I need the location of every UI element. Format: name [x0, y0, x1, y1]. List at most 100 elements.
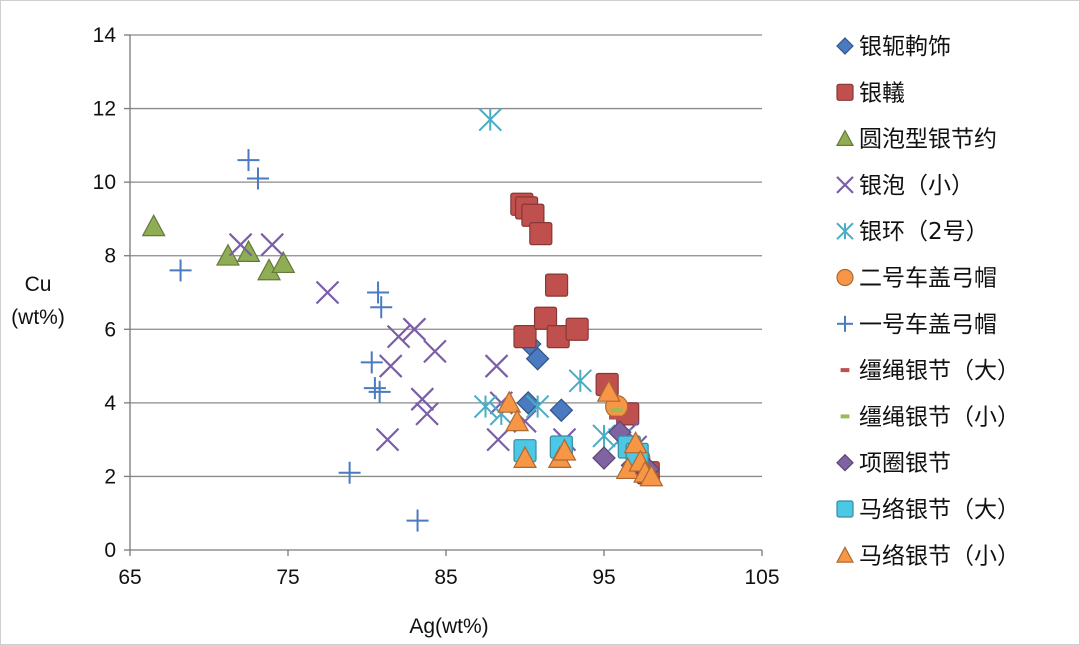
series-6: [169, 149, 429, 532]
y-tick-label: 0: [104, 539, 116, 562]
y-tick-label: 4: [104, 392, 116, 415]
data-point: [246, 167, 269, 190]
data-point: [533, 306, 558, 330]
data-point: [386, 324, 411, 349]
data-point: [367, 281, 390, 304]
data-point: [639, 464, 664, 487]
data-point: [525, 346, 550, 371]
y-axis-title-line-1: Cu: [25, 273, 52, 296]
data-point: [237, 149, 260, 172]
legend-label: 银泡（小）: [859, 173, 974, 199]
data-point: [406, 509, 429, 532]
legend-marker-icon: [835, 129, 855, 146]
data-point: [370, 296, 393, 319]
data-point: [402, 317, 427, 342]
data-point: [592, 446, 616, 470]
data-point: [368, 380, 391, 403]
data-point: [513, 325, 537, 349]
data-point: [552, 438, 577, 461]
y-tick-label: 8: [104, 245, 116, 268]
data-point: [484, 354, 509, 378]
data-point: [529, 222, 553, 246]
x-axis-title: Ag(wt%): [409, 615, 488, 638]
legend-label: 缰绳银节（小）: [859, 404, 1020, 430]
legend-marker-icon: [836, 453, 854, 472]
legend-label: 圆泡型银节约: [859, 127, 997, 153]
axes: [124, 34, 763, 556]
legend-item: 银环（2号）: [836, 219, 989, 245]
series-11: [497, 379, 664, 487]
legend-marker-icon: [836, 83, 854, 101]
data-point: [505, 408, 530, 432]
data-point: [260, 232, 284, 257]
data-point: [215, 243, 240, 266]
legend-item: 马络银节（小）: [835, 543, 1020, 569]
y-tick-label: 6: [104, 318, 116, 341]
data-point: [363, 377, 386, 400]
data-point: [169, 259, 192, 282]
legend-item: 圆泡型银节约: [835, 127, 997, 153]
legend-label: 银环（2号）: [859, 219, 989, 245]
data-point: [486, 427, 510, 452]
y-tick-label: 10: [93, 171, 116, 194]
data-point: [315, 280, 340, 305]
data-point: [525, 394, 550, 419]
legend-item: 缰绳银节（大）: [840, 358, 1020, 384]
legend-marker-icon: [836, 37, 854, 55]
legend-label: 马络银节（小）: [859, 543, 1020, 569]
data-point: [516, 391, 541, 415]
data-point: [565, 317, 589, 341]
legend-label: 银轙: [859, 80, 905, 106]
data-point: [549, 398, 574, 423]
data-point: [473, 394, 498, 419]
y-tick-label: 12: [93, 98, 116, 121]
y-axis-title-line-2: (wt%): [11, 306, 65, 329]
legend-marker-icon: [835, 546, 855, 563]
x-tick-label: 85: [434, 566, 457, 589]
data-point: [596, 379, 621, 402]
data-point: [141, 214, 166, 237]
x-tick-label: 65: [118, 566, 141, 589]
legend-item: 项圈银节: [836, 451, 951, 477]
legend-marker-icon: [836, 500, 854, 518]
data-point: [228, 232, 253, 257]
data-point: [360, 351, 383, 374]
legend-marker-icon: [836, 222, 854, 240]
legend-marker-icon: [836, 268, 854, 287]
series-0: [516, 332, 574, 423]
legend-item: 银轙: [836, 80, 905, 106]
tick-labels: 0 2 4 6 8 10 12 14 65 75 85 95 105: [93, 24, 780, 589]
legend-item: 马络银节（大）: [836, 497, 1020, 523]
data-point: [410, 387, 435, 411]
legend-item: 缰绳银节（小）: [840, 404, 1020, 430]
legend-label: 项圈银节: [859, 451, 951, 477]
legend-marker-icon: [837, 315, 853, 332]
data-point: [415, 402, 439, 426]
y-tick-label: 2: [104, 465, 116, 488]
legend-marker-icon: [836, 176, 854, 194]
legend-label: 二号车盖弓帽: [859, 266, 997, 292]
data-point: [544, 273, 569, 297]
legend-item: 二号车盖弓帽: [836, 266, 997, 292]
data-point: [338, 461, 361, 484]
legend-label: 缰绳银节（大）: [859, 358, 1020, 384]
legend-item: 银轭軥饰: [836, 34, 951, 60]
legend-item: 一号车盖弓帽: [837, 312, 997, 338]
data-point: [497, 390, 522, 413]
y-tick-label: 14: [93, 24, 117, 47]
x-tick-label: 95: [592, 566, 615, 589]
legend-label: 银轭軥饰: [859, 34, 951, 60]
data-point: [271, 250, 296, 274]
legend-item: 银泡（小）: [836, 173, 974, 199]
data-point: [378, 354, 403, 378]
legend-label: 马络银节（大）: [859, 497, 1020, 523]
legend-label: 一号车盖弓帽: [859, 312, 997, 338]
x-tick-label: 75: [276, 566, 299, 589]
data-point: [568, 369, 593, 393]
data-point: [592, 424, 616, 448]
data-points: [141, 107, 664, 532]
data-point: [375, 427, 400, 452]
